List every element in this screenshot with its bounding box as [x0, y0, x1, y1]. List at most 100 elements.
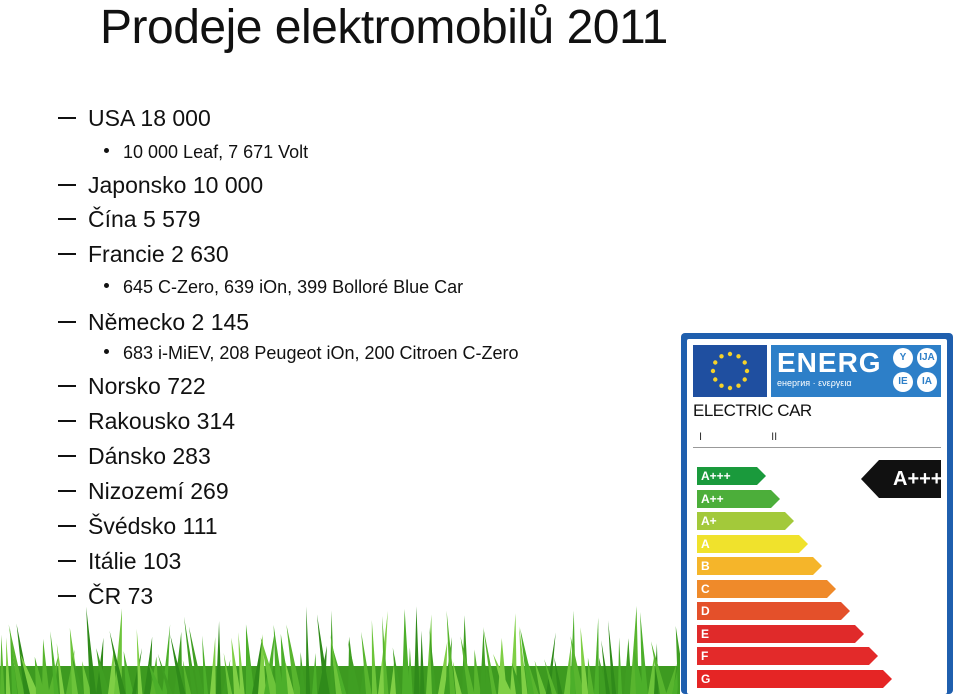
grass-blade — [580, 627, 589, 694]
grass-blade — [144, 636, 153, 694]
grass-blade — [534, 660, 547, 694]
model-subitem: 683 i-MiEV, 208 Peugeot iOn, 200 Citroen… — [104, 341, 519, 365]
country-item: Japonsko 10 000 — [58, 171, 263, 199]
grass-blade — [108, 647, 117, 694]
grass-blade — [82, 661, 92, 694]
grass-blade — [429, 627, 437, 694]
dash-bullet-icon — [58, 559, 76, 562]
energy-class-bar: G — [697, 669, 892, 688]
grass-blade — [426, 614, 433, 694]
grass-blade — [438, 641, 448, 694]
energy-class-label: D — [701, 604, 710, 618]
bar-arrow-tip — [883, 669, 892, 688]
grass-blade — [258, 634, 266, 694]
grass-blade — [42, 638, 50, 694]
energy-class-bar: E — [697, 624, 864, 643]
bar-arrow-tip — [827, 579, 836, 598]
grass-blade — [123, 651, 134, 694]
grass-blade — [286, 624, 302, 694]
dash-bullet-icon — [58, 454, 76, 457]
grass-blade — [56, 642, 65, 694]
dash-bullet-icon — [58, 384, 76, 387]
country-item: Čína 5 579 — [58, 205, 201, 233]
column-number: II — [771, 431, 778, 443]
energy-header-subtitle: енергия · ενεργεια — [777, 378, 852, 388]
grass-blade — [420, 630, 425, 694]
grass-blade — [402, 608, 410, 694]
energy-class-bar: B — [697, 557, 822, 575]
energy-class-label: E — [701, 626, 710, 641]
grass-blade — [96, 648, 110, 694]
energy-class-label: A — [701, 536, 710, 551]
energy-class-bar: F — [697, 647, 878, 665]
grass-blade — [519, 626, 528, 694]
grass-blade — [675, 625, 680, 694]
grass-blade — [414, 606, 420, 694]
grass-blade — [587, 657, 595, 694]
grass-blade — [493, 653, 513, 694]
grass-blade — [452, 660, 462, 694]
bar-arrow-tip — [799, 534, 808, 553]
dot-bullet-icon — [104, 147, 109, 153]
grass-blade — [231, 637, 241, 694]
item-text: Norsko 722 — [88, 373, 206, 399]
eu-star-icon — [719, 354, 724, 359]
country-item: USA 18 000 — [58, 104, 211, 132]
country-item: Francie 2 630 — [58, 240, 229, 268]
eu-star-icon — [727, 385, 733, 391]
grass-blade — [285, 660, 295, 694]
item-text: Německo 2 145 — [88, 309, 250, 335]
item-text: Itálie 103 — [88, 548, 182, 574]
bar-arrow-tip — [841, 602, 850, 620]
page-title: Prodeje elektromobilů 2011 — [100, 1, 668, 54]
eu-star-icon — [742, 360, 747, 365]
energy-class-bar: A+ — [697, 512, 794, 530]
energy-label: ENERG енергия · ενεργεια Y IJA IE IA ELE… — [681, 333, 953, 694]
product-type: ELECTRIC CAR — [693, 401, 812, 420]
grass-blade — [624, 638, 632, 694]
dash-bullet-icon — [58, 320, 76, 323]
energy-rating-value: A+++ — [893, 468, 943, 490]
country-item: Rakousko 314 — [58, 407, 235, 435]
grass-blade — [546, 632, 556, 694]
item-text: Dánsko 283 — [88, 443, 211, 469]
grass-blade — [132, 647, 143, 694]
grass-blade — [601, 640, 611, 694]
eu-star-icon — [713, 360, 718, 365]
label-divider — [693, 447, 941, 448]
grass-blade — [361, 631, 372, 694]
grass-blade — [544, 659, 557, 694]
grass-blade — [8, 624, 25, 694]
bar-arrow-tip — [855, 624, 864, 643]
language-badge: IJA — [917, 348, 937, 368]
energy-class-label: G — [701, 671, 711, 686]
grass-blade — [202, 635, 209, 694]
grass-blade — [408, 647, 413, 694]
eu-star-icon — [736, 354, 741, 359]
energy-class-label: C — [701, 581, 710, 596]
country-item: Nizozemí 269 — [58, 477, 229, 505]
grass-blade — [347, 639, 360, 694]
dash-bullet-icon — [58, 524, 76, 527]
grass-blade — [109, 630, 126, 694]
grass-blade — [184, 616, 197, 694]
bar-arrow-tip — [869, 647, 878, 665]
grass-blade — [20, 653, 39, 694]
eu-star-icon — [742, 377, 747, 382]
item-text: 683 i-MiEV, 208 Peugeot iOn, 200 Citroen… — [123, 343, 519, 363]
eu-star-icon — [719, 383, 724, 388]
dot-bullet-icon — [104, 282, 109, 288]
country-item: Norsko 722 — [58, 372, 206, 400]
grass-blade — [182, 660, 192, 694]
grass-blade — [485, 663, 493, 694]
language-badge: Y — [893, 348, 913, 368]
grass-blade — [460, 636, 475, 694]
energy-header-word: ENERG — [777, 347, 882, 378]
grass-blade — [136, 628, 143, 694]
bar-arrow-tip — [757, 467, 766, 485]
grass-blade — [570, 636, 584, 694]
bar-arrow-tip — [771, 489, 780, 508]
energy-rating-arrow: A+++ — [861, 460, 943, 498]
eu-star-icon — [744, 368, 750, 374]
item-text: Švédsko 111 — [88, 513, 218, 539]
